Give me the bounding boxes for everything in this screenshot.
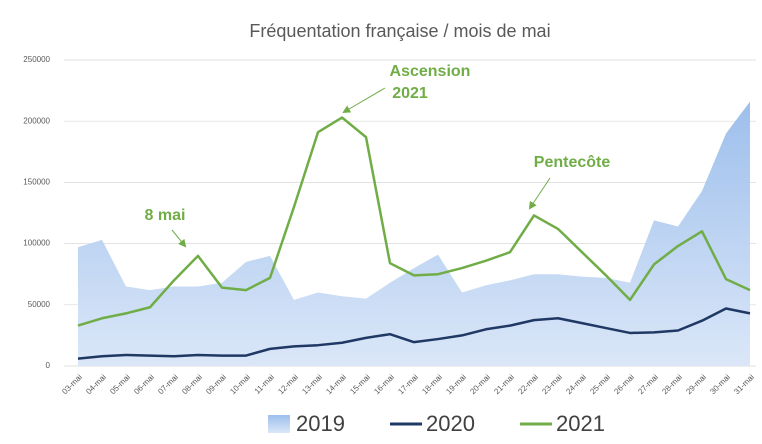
x-tick-label: 18-mai — [420, 372, 444, 396]
x-tick-label: 26-mai — [612, 372, 636, 396]
annotation: 8 mai — [145, 207, 186, 224]
annotation-arrow — [342, 87, 386, 114]
y-tick-label: 250000 — [23, 55, 50, 64]
area — [78, 101, 750, 366]
x-tick-label: 30-mai — [708, 372, 732, 396]
x-tick-label: 17-mai — [396, 372, 420, 396]
annotation-arrow — [171, 229, 187, 248]
legend-label: 2020 — [426, 411, 475, 436]
x-tick-label: 06-mai — [132, 372, 156, 396]
y-tick-label: 150000 — [23, 178, 50, 187]
x-tick-label: 14-mai — [324, 372, 348, 396]
annotation: Ascension — [390, 63, 471, 80]
legend-label: 2021 — [556, 411, 605, 436]
y-tick-label: 0 — [46, 361, 51, 370]
x-tick-label: 19-mai — [444, 372, 468, 396]
x-tick-label: 20-mai — [468, 372, 492, 396]
x-tick-label: 23-mai — [540, 372, 564, 396]
x-tick-label: 31-mai — [732, 372, 756, 396]
legend-swatch — [268, 415, 290, 433]
x-tick-label: 13-mai — [300, 372, 324, 396]
x-tick-label: 15-mai — [348, 372, 372, 396]
legend-label: 2019 — [296, 411, 345, 436]
x-tick-label: 05-mai — [108, 372, 132, 396]
x-tick-label: 24-mai — [564, 372, 588, 396]
annotation: Pentecôte — [534, 154, 611, 171]
x-tick-label: 27-mai — [636, 372, 660, 396]
x-tick-label: 07-mai — [156, 372, 180, 396]
chart-title: Fréquentation française / mois de mai — [249, 21, 550, 41]
y-tick-label: 100000 — [23, 239, 50, 248]
x-tick-label: 03-mai — [60, 372, 84, 396]
x-tick-label: 11-mai — [253, 372, 276, 395]
x-tick-label: 28-mai — [660, 372, 684, 396]
annotation-arrow — [528, 177, 551, 210]
x-tick-label: 16-mai — [372, 372, 396, 396]
x-tick-label: 29-mai — [684, 372, 708, 396]
y-tick-label: 200000 — [23, 116, 50, 125]
line — [77, 307, 751, 360]
x-tick-label: 25-mai — [588, 372, 612, 396]
x-tick-label: 08-mai — [180, 372, 204, 396]
y-tick-label: 50000 — [28, 300, 51, 309]
annotation: 2021 — [392, 85, 428, 102]
x-tick-label: 04-mai — [84, 372, 108, 396]
x-tick-label: 12-mai — [276, 372, 300, 396]
x-tick-label: 10-mai — [228, 372, 252, 396]
x-tick-label: 21-mai — [492, 372, 516, 396]
x-tick-label: 09-mai — [204, 372, 228, 396]
x-tick-label: 22-mai — [516, 372, 540, 396]
line — [77, 116, 751, 327]
